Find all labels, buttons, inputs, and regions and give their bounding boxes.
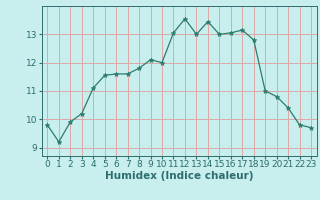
X-axis label: Humidex (Indice chaleur): Humidex (Indice chaleur) — [105, 171, 253, 181]
